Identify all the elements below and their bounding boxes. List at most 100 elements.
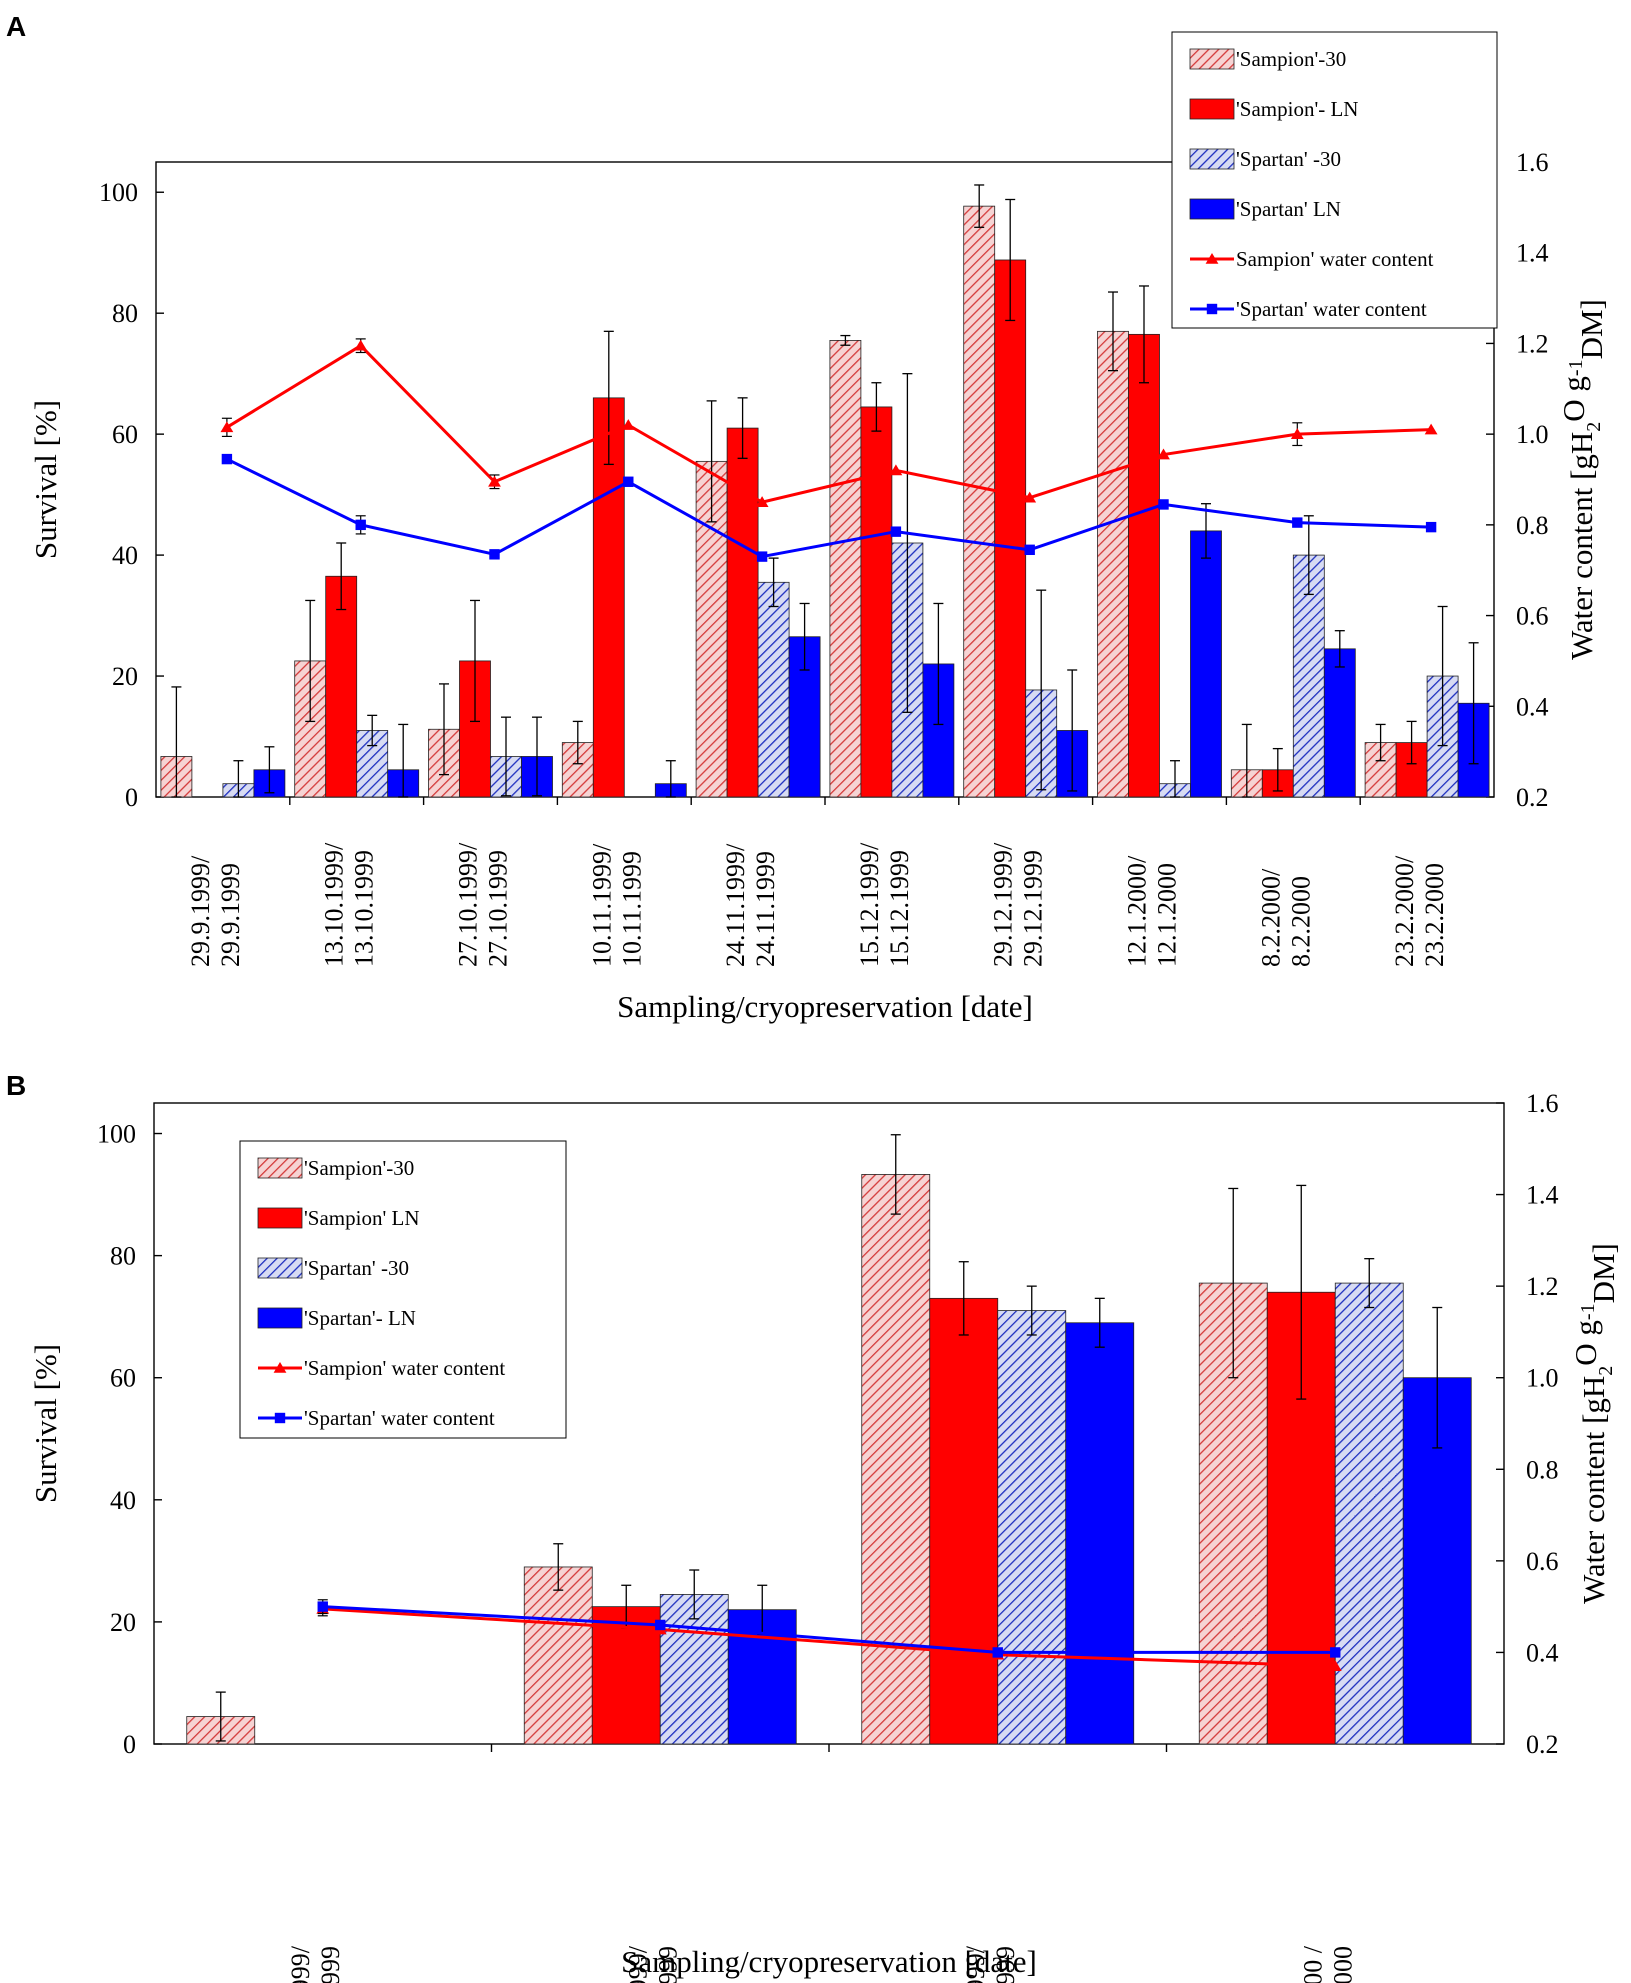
panel-a-bar-s0-c7 (1097, 330, 1129, 798)
panel-a-xtick-label-3-0: 10.11.1999/ (587, 843, 616, 967)
panel-b-legend-swatch-1 (257, 1207, 303, 1229)
panel-a-y2-axis-title-part: 2 (1583, 422, 1605, 432)
panel-b-legend-box (239, 1140, 567, 1439)
panel-b-legend: 'Sampion'-30 'Sampion' LN 'Spartan' -30 'Sp… (239, 1140, 567, 1439)
panel-a-line-1-marker-6 (1024, 544, 1035, 556)
panel-b-legend-label-2: 'Spartan' -30 (304, 1256, 409, 1280)
panel-b-ytick-label-0: 0 (123, 1730, 136, 1759)
panel-b-y2tick-label-5: 1.2 (1526, 1272, 1559, 1301)
panel-a-line-0-marker-6 (1023, 491, 1037, 503)
panel-a-xtick-label-5-0: 15.12.1999/ (855, 842, 884, 967)
panel-a-line-1 (226, 457, 1432, 559)
panel-a-y2tick-label-2: 0.6 (1516, 602, 1549, 631)
panel-a-ytick-label-0: 0 (125, 783, 138, 812)
panel-b-xtick-label-1-0: 13.10.1999/ (623, 1945, 652, 1983)
panel-a-legend-label-5: 'Spartan' water content (1236, 297, 1427, 321)
panel-b-y2tick-label-7: 1.6 (1526, 1089, 1559, 1118)
panel-b-line-1 (322, 1605, 1336, 1654)
panel-a-bar-s1-c5 (860, 406, 893, 798)
panel-a-y2tick-label-4: 1.0 (1516, 420, 1549, 449)
panel-a-legend-swatch-2 (1189, 148, 1235, 170)
panel-a-xtick-label-2-1: 27.10.1999 (484, 850, 513, 967)
panel-a-bar-s3-c7 (1190, 530, 1222, 798)
panel-a-line-1-marker-4 (756, 551, 768, 562)
panel-b-xtick-label-3-0: 2.2.2000 / (1298, 1945, 1327, 1983)
panel-b-y2tick-label-4: 1.0 (1526, 1364, 1559, 1393)
panel-b-y2tick-label-1: 0.4 (1526, 1638, 1559, 1667)
panel-b-ytick-label-5: 100 (97, 1120, 136, 1149)
panel-b-y2-axis-title-part: 2 (1595, 1366, 1617, 1376)
panel-a-legend-marker-5 (1206, 303, 1218, 315)
panel-b-bar-s0-c2 (861, 1174, 931, 1745)
panel-a-legend-label-0: 'Sampion'-30 (1236, 47, 1346, 71)
panel-a-xtick-label-6-1: 29.12.1999 (1019, 850, 1048, 967)
panel-b-y2-axis-title-part: Water content [gH (1576, 1376, 1611, 1604)
panel-a-ytick-label-1: 20 (112, 662, 138, 691)
panel-b-legend-label-0: 'Sampion'-30 (304, 1156, 414, 1180)
panel-a-y-axis-title: Survival [%] (28, 400, 63, 559)
panel-a-y2tick-label-3: 0.8 (1516, 511, 1549, 540)
panel-b-bar-s1-c2 (929, 1297, 999, 1745)
panel-a-legend-marker-4 (1205, 253, 1219, 264)
panel-b-letter: B (6, 1070, 26, 1101)
panel-a-legend-label-4: Sampion' water content (1236, 247, 1434, 271)
panel-a-xtick-label-1-1: 13.10.1999 (350, 850, 379, 967)
panel-a-chart: 0 20 40 60 80 100 0.2 0.4 0.6 0.8 1.0 1.2 1.4 1.6 29.9… (28, 31, 1609, 1024)
panel-a-legend-swatch-0 (1189, 48, 1235, 70)
panel-a-xtick-label-4-1: 24.11.1999 (751, 851, 780, 967)
panel-a-xtick-label-7-1: 12.1.2000 (1153, 863, 1182, 967)
panel-a-bar-s0-c5 (829, 340, 862, 798)
panel-b-xtick-label-2-1: 15.12.1999 (991, 1946, 1020, 1983)
panel-a-xtick-label-2-0: 27.10.1999/ (454, 842, 483, 967)
panel-b-bar-s3-c2 (1065, 1322, 1135, 1745)
panel-b-ytick-label-2: 40 (110, 1486, 136, 1515)
panel-a-legend-swatch-1 (1189, 98, 1235, 120)
panel-a-line-0-marker-0 (220, 421, 234, 433)
panel-b-xtick-label-0-0: 29.9.1999/ (286, 1945, 315, 1983)
panel-a-legend: 'Sampion'-30 'Sampion'- LN 'Spartan' -30 'S… (1171, 31, 1498, 329)
panel-a-xtick-label-0-1: 29.9.1999 (216, 863, 245, 967)
panel-b-legend-label-3: 'Spartan'- LN (304, 1306, 416, 1330)
panel-b-ytick-label-1: 20 (110, 1608, 136, 1637)
panel-b-y2-axis-title: Water content [gH2O g-1DM] (1568, 1243, 1621, 1604)
panel-b-y-axis-title: Survival [%] (28, 1344, 63, 1503)
panel-a-y2tick-label-7: 1.6 (1516, 148, 1549, 177)
panel-b-bar-s2-c2 (997, 1310, 1067, 1745)
panel-b-y2tick-label-2: 0.6 (1526, 1547, 1559, 1576)
panel-b-xtick-label-0-1: 11.10.1999 (316, 1946, 345, 1983)
panel-a-ytick-label-2: 40 (112, 541, 138, 570)
panel-a-xtick-label-9-0: 23.2.2000/ (1390, 855, 1419, 967)
panel-a-line-1-marker-2 (489, 549, 500, 560)
panel-b-legend-swatch-3 (257, 1307, 303, 1329)
panel-a-line-0-marker-5 (889, 464, 903, 476)
panel-a-letter: A (6, 11, 26, 42)
panel-a-bar-s1-c7 (1128, 333, 1160, 798)
panel-a-line-1-marker-0 (221, 453, 233, 465)
panel-a-legend-swatch-3 (1189, 198, 1235, 220)
panel-a-y2-axis-title-part: DM] (1574, 299, 1609, 359)
panel-a-line-0-marker-8 (1290, 428, 1304, 439)
panel-b-y2tick-label-0: 0.2 (1526, 1730, 1559, 1759)
panel-a-xtick-label-8-1: 8.2.2000 (1286, 876, 1315, 967)
panel-b-line-0 (322, 1607, 1336, 1668)
panel-a-xtick-label-0-0: 29.9.1999/ (186, 855, 215, 967)
panel-a-xtick-label-3-1: 10.11.1999 (617, 851, 646, 967)
panel-a-line-0-marker-3 (621, 419, 635, 430)
panel-a-y2-axis-title: Water content [gH2O g-1DM] (1556, 299, 1609, 660)
panel-b-legend-label-5: 'Spartan' water content (304, 1406, 495, 1430)
panel-a-xtick-label-7-0: 12.1.2000/ (1123, 855, 1152, 967)
panel-b-line-1-marker-2 (992, 1647, 1003, 1658)
panel-b-bar-s0-c1 (523, 1566, 593, 1745)
panel-a-legend-label-2: 'Spartan' -30 (1236, 147, 1341, 171)
panel-b-bar-s2-c3 (1334, 1282, 1404, 1745)
panel-a-bar-s1-c1 (325, 575, 358, 798)
panel-a-line-0-marker-2 (488, 475, 501, 487)
panel-b-y2-axis-title-part: -1 (1577, 1303, 1599, 1320)
panel-b-legend-marker-5 (274, 1412, 286, 1424)
panel-a-xtick-label-5-1: 15.12.1999 (885, 850, 914, 967)
panel-b-xtick-label-3-1: 9.3.2000 (1328, 1946, 1357, 1983)
panel-b-xtick-label-2-0: 24.11.1999/ (961, 1945, 990, 1983)
panel-b-legend-label-1: 'Sampion' LN (304, 1206, 419, 1230)
panel-a-y2tick-label-6: 1.4 (1516, 239, 1549, 268)
